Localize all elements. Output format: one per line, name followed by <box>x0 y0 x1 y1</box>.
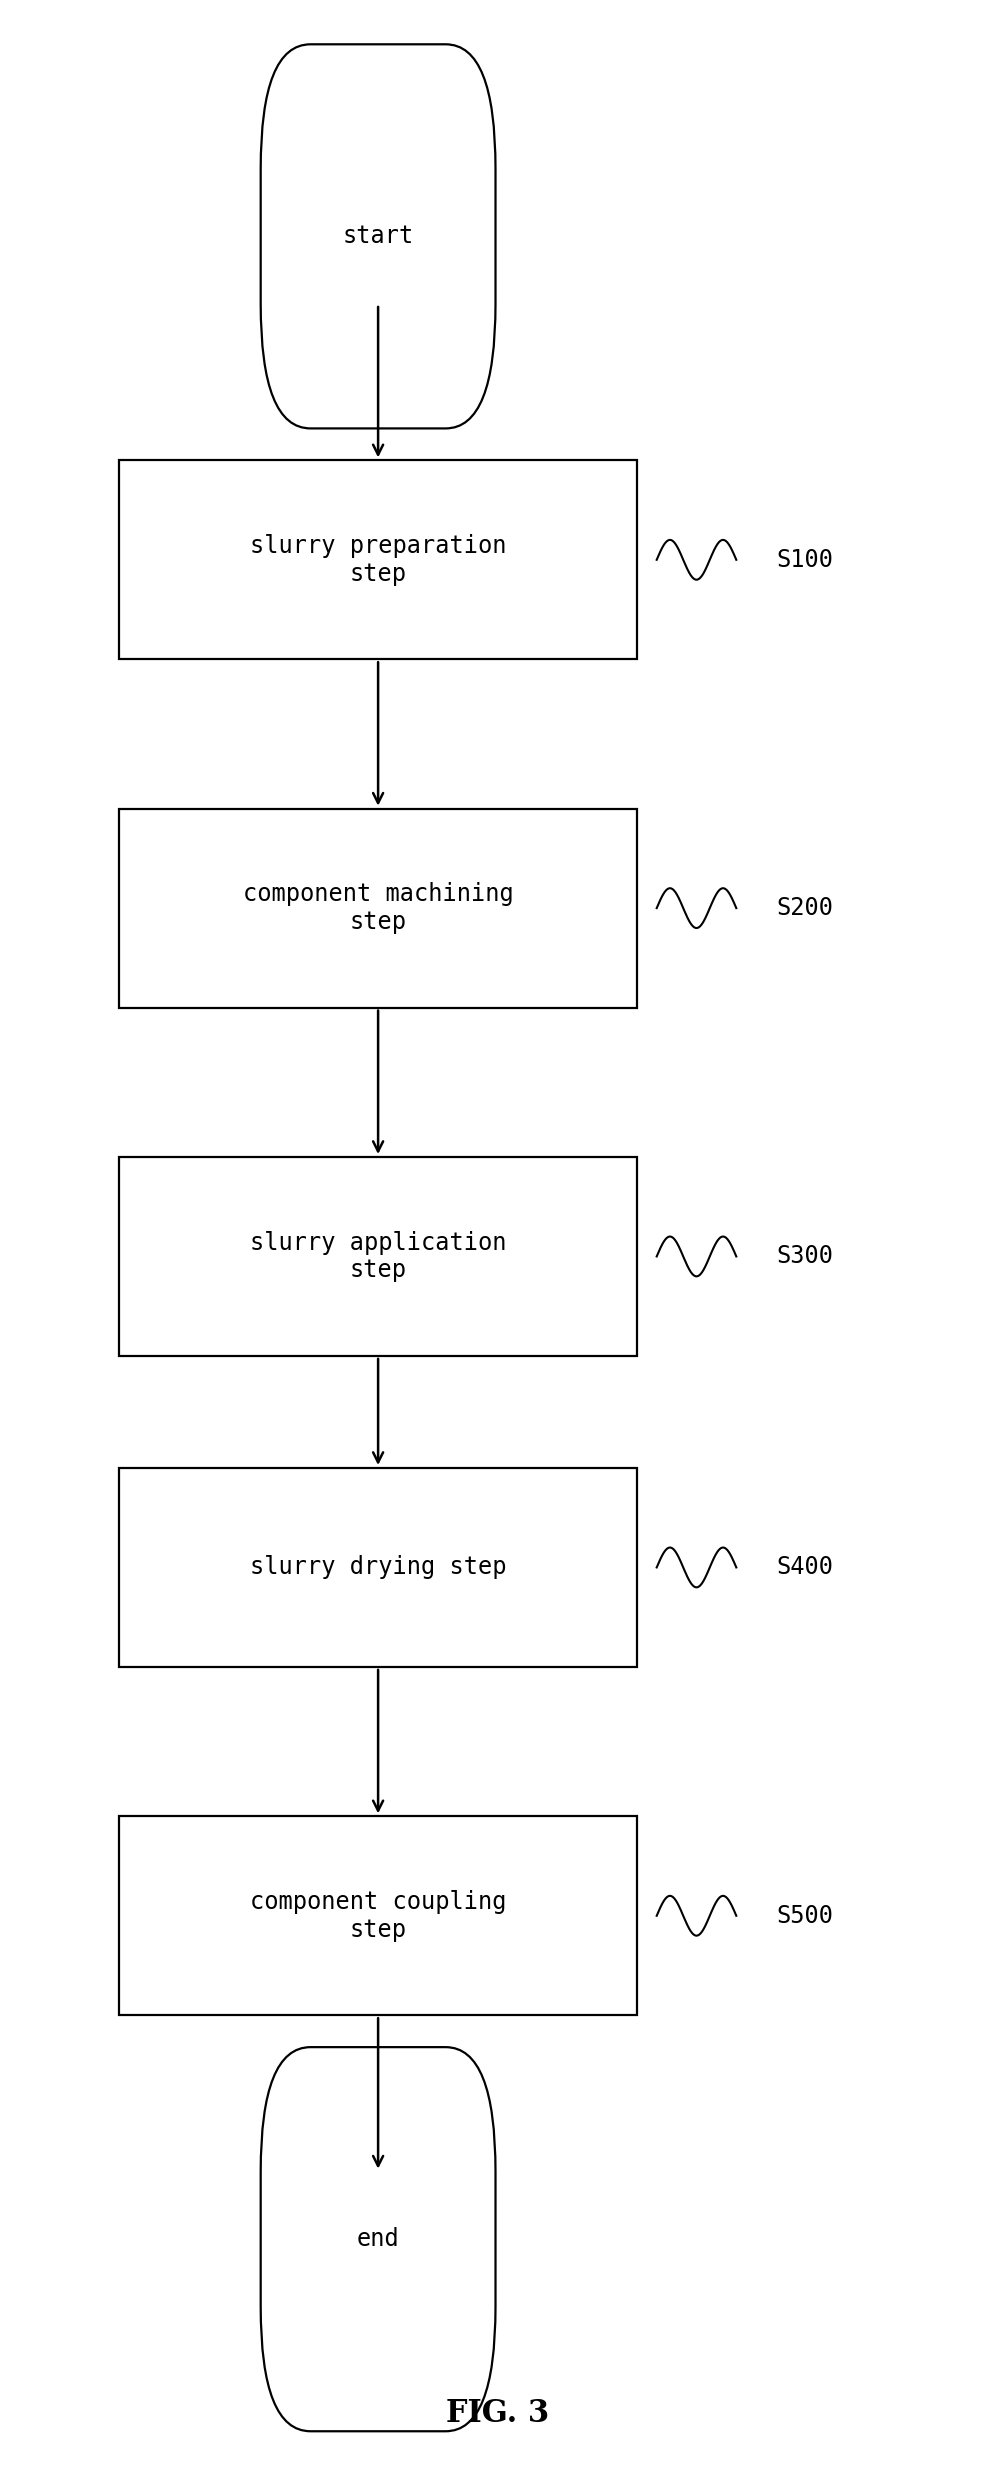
Text: slurry drying step: slurry drying step <box>249 1555 506 1580</box>
Text: component machining
step: component machining step <box>243 883 513 933</box>
Text: FIG. 3: FIG. 3 <box>445 2398 549 2428</box>
Text: end: end <box>357 2227 399 2252</box>
Text: S500: S500 <box>775 1903 832 1928</box>
FancyBboxPatch shape <box>260 45 495 428</box>
FancyBboxPatch shape <box>119 1157 636 1356</box>
FancyBboxPatch shape <box>260 2048 495 2431</box>
Text: slurry application
step: slurry application step <box>249 1232 506 1281</box>
Text: S400: S400 <box>775 1555 832 1580</box>
Text: S200: S200 <box>775 896 832 921</box>
Text: S300: S300 <box>775 1244 832 1269</box>
FancyBboxPatch shape <box>119 460 636 659</box>
FancyBboxPatch shape <box>119 809 636 1008</box>
Text: start: start <box>342 224 414 249</box>
Text: component coupling
step: component coupling step <box>249 1891 506 1941</box>
FancyBboxPatch shape <box>119 1816 636 2015</box>
Text: slurry preparation
step: slurry preparation step <box>249 535 506 585</box>
FancyBboxPatch shape <box>119 1468 636 1667</box>
Text: S100: S100 <box>775 547 832 572</box>
